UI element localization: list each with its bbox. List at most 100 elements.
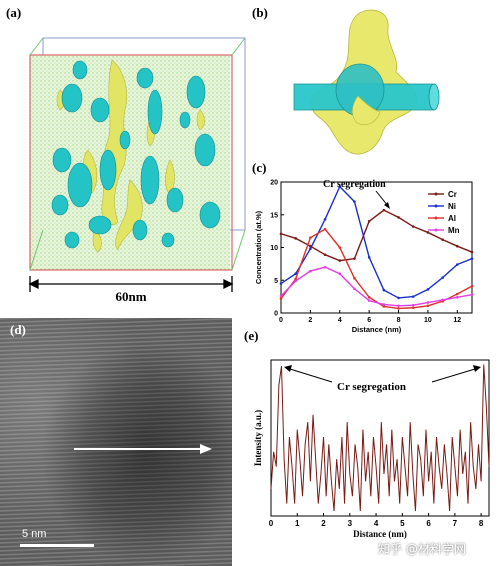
series-ni-point [382, 288, 386, 292]
panel-d-label: (d) [10, 322, 26, 337]
intensity-chart: 0 1 2 3 4 5 6 7 8 Distance (nm) Intensity (a.u.) Cr… [253, 359, 490, 539]
series-mn-point [367, 299, 371, 302]
hrtem-image [0, 318, 232, 566]
series-ni-point [323, 218, 327, 221]
legend-al-label: Al [448, 214, 456, 223]
panel-b-label: (b) [252, 5, 268, 20]
x-axis-label: Distance (nm) [353, 529, 407, 539]
series-mn-point [456, 295, 459, 299]
panel-c-label: (c) [252, 160, 267, 175]
series-cr-point [367, 220, 371, 223]
series-cr-point [397, 216, 400, 219]
series-al-point [456, 292, 459, 296]
annotation-arrowhead-right [473, 365, 481, 372]
series-cr-point [426, 231, 430, 234]
series-al-point [279, 297, 283, 300]
x-tick-label: 1 [295, 519, 300, 528]
x-tick-label: 7 [453, 519, 458, 528]
y-tick-label: 5 [274, 278, 278, 285]
y-axis-label: Intensity (a.u.) [253, 410, 263, 466]
series-cr-point [294, 237, 297, 240]
series-al-point [338, 246, 342, 249]
series-al-point [353, 276, 356, 280]
cr-segregation-annotation: Cr segregation [337, 381, 406, 393]
series-al-line [280, 228, 473, 310]
series-mn-point [382, 303, 386, 306]
annotation-arrowhead [384, 202, 390, 209]
series-ni-line [280, 185, 473, 299]
panel-c: (c) 0 2 4 6 8 10 12 0 5 10 15 20 Distance (nm) Concen… [250, 160, 504, 335]
series-al-point [309, 236, 312, 239]
concentration-chart: 0 2 4 6 8 10 12 0 5 10 15 20 Distance (nm) Concentrat… [254, 179, 474, 334]
x-tick-label: 4 [338, 317, 342, 324]
series-ni-point [309, 247, 312, 251]
series-cr-point [382, 208, 386, 212]
y-tick-label: 10 [270, 245, 278, 252]
panel-b: (b) [250, 0, 504, 160]
legend-mn-label: Mn [448, 226, 460, 235]
x-tick-label: 0 [269, 519, 274, 528]
series-mn-point [279, 294, 283, 298]
x-tick-label: 3 [348, 519, 353, 528]
series-mn-point [441, 298, 444, 302]
x-tick-label: 4 [374, 519, 379, 528]
scale-bar-60nm [28, 276, 234, 292]
series-ni-point [353, 200, 356, 203]
series-ni-point [456, 263, 459, 266]
series-ni-point [279, 282, 283, 285]
series-mn-point [353, 287, 356, 291]
series-ni-point [367, 256, 371, 259]
series-cr-point [279, 232, 283, 236]
legend-cr-label: Cr [448, 190, 457, 199]
series-ni-point [470, 257, 474, 260]
series-ni-point [294, 272, 297, 275]
scale-bar-label: 60nm [115, 289, 147, 304]
annotation-arrow-right [431, 368, 476, 383]
series-ni-point [441, 276, 444, 279]
panel-a-label: (a) [6, 5, 22, 20]
panel-d: (d) 5 nm [0, 318, 232, 566]
series-mn-point [470, 293, 474, 296]
series-mn-point [309, 269, 312, 273]
legend-ni-marker [434, 204, 438, 208]
series-ni-point [426, 288, 430, 291]
y-tick-label: 0 [274, 311, 278, 318]
x-tick-label: 5 [400, 519, 405, 528]
x-tick-label: 12 [453, 317, 461, 324]
plot-frame [270, 359, 490, 517]
plot-frame [280, 181, 473, 314]
scale-bar-5nm-label: 5 nm [22, 528, 47, 540]
watermark: 知乎 @材料学网 [378, 542, 466, 556]
x-tick-label: 8 [479, 519, 484, 528]
series-mn-line [280, 266, 473, 307]
series-mn-point [294, 279, 297, 283]
series-cr-point [456, 244, 459, 248]
legend-ni-label: Ni [448, 202, 456, 211]
series-al-point [367, 295, 371, 299]
precipitate-3d-view [293, 9, 440, 155]
x-tick-label: 6 [367, 317, 371, 324]
series-mn-point [338, 272, 342, 275]
series-ni-point [338, 185, 342, 188]
ni-isosurfaces [51, 60, 221, 249]
x-tick-label: 10 [424, 317, 432, 324]
series-al-point [382, 305, 386, 308]
series-mn-point [426, 301, 430, 304]
y-axis-label: Concentration (at.%) [254, 210, 263, 284]
x-tick-label: 6 [426, 519, 431, 528]
series-cr-point [323, 253, 327, 257]
x-tick-label: 2 [321, 519, 326, 528]
legend-mn-marker [434, 228, 438, 232]
apt-reconstruction [28, 37, 246, 292]
line-profile-arrow [74, 444, 212, 454]
legend-cr-marker [434, 192, 438, 196]
series-mn-point [323, 265, 327, 269]
series-ni-point [397, 296, 400, 300]
series-mn-point [397, 304, 400, 308]
annotation-arrow-left [289, 368, 333, 383]
annotation-arrowhead-left [284, 365, 292, 372]
series-al-point [397, 307, 400, 310]
series-al-point [470, 284, 474, 288]
series-al-point [411, 306, 415, 310]
series-al-point [294, 277, 297, 281]
